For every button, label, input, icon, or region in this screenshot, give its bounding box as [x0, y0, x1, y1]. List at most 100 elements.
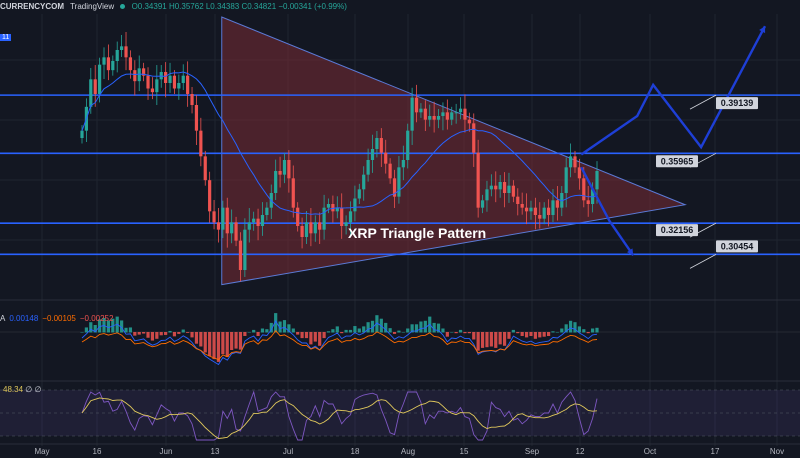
candle-body: [458, 108, 463, 113]
candle-body: [313, 222, 317, 234]
candle-body: [573, 156, 577, 168]
macd-histogram-bar: [269, 322, 273, 333]
candle-body: [164, 72, 168, 83]
macd-histogram-bar: [155, 332, 159, 339]
candle-body: [212, 211, 216, 223]
macd-histogram-bar: [423, 320, 427, 333]
macd-histogram-bar: [472, 332, 476, 340]
candle-body: [120, 46, 124, 50]
macd-histogram-bar: [586, 332, 590, 334]
macd-histogram-bar: [568, 320, 573, 333]
candle-body: [577, 167, 581, 179]
macd-histogram-bar: [80, 332, 84, 333]
macd-histogram-bar: [124, 327, 128, 333]
candle-body: [146, 75, 150, 89]
candle-body: [274, 171, 278, 193]
candle-body: [80, 130, 84, 138]
macd-histogram-bar: [340, 332, 344, 334]
candle-body: [362, 174, 366, 190]
candle-body: [208, 180, 212, 212]
macd-histogram-bar: [260, 328, 265, 333]
macd-histogram-bar: [551, 331, 555, 333]
macd-histogram-bar: [247, 332, 251, 333]
macd-value-1: 0.00148: [9, 314, 39, 323]
level-leader-line: [689, 253, 717, 269]
x-tick-label: Nov: [770, 447, 784, 456]
interval-badge[interactable]: 11: [0, 34, 12, 41]
macd-value-2: −0.00105: [42, 314, 76, 323]
candle-body: [348, 211, 353, 223]
x-tick-label: May: [34, 447, 49, 456]
platform-name: TradingView: [70, 2, 115, 11]
candle-body: [296, 207, 300, 226]
level-label: 0.32156: [661, 225, 694, 235]
candle-body: [414, 97, 419, 113]
macd-histogram-bar: [375, 315, 379, 333]
macd-histogram-bar: [489, 332, 493, 347]
triangle-pattern: [221, 16, 687, 286]
macd-histogram-bar: [164, 332, 168, 335]
macd-histogram-bar: [458, 329, 463, 333]
macd-histogram-bar: [84, 327, 89, 333]
x-tick-label: 18: [351, 447, 360, 456]
x-tick-label: Sep: [525, 447, 540, 456]
macd-histogram-bar: [414, 324, 419, 333]
macd-histogram-bar: [353, 326, 357, 333]
macd-histogram-bar: [172, 332, 177, 337]
macd-histogram-bar: [186, 332, 190, 333]
candle-body: [366, 160, 370, 175]
moving-average-line: [81, 71, 598, 215]
candle-body: [326, 204, 331, 208]
projection-up-path: [580, 25, 767, 156]
macd-histogram-bar: [406, 328, 410, 333]
candle-body: [555, 200, 559, 208]
candle-body: [489, 185, 493, 190]
macd-histogram-bar: [436, 323, 441, 333]
macd-histogram-bar: [498, 332, 502, 345]
macd-legend-label: A: [0, 314, 6, 323]
candle-body: [225, 207, 229, 234]
macd-histogram-bar: [199, 332, 203, 347]
macd-histogram-bar: [397, 330, 401, 333]
macd-histogram-bar: [520, 332, 524, 336]
candle-body: [252, 218, 256, 223]
macd-histogram-bar: [335, 326, 339, 333]
status-dot-icon: [120, 4, 126, 10]
macd-histogram-bar: [432, 322, 436, 333]
macd-histogram-bar: [392, 332, 397, 334]
level-label: 0.35965: [661, 156, 694, 166]
macd-histogram-bar: [98, 319, 102, 333]
candle-body: [357, 189, 361, 199]
macd-histogram-bar: [194, 332, 199, 344]
candle-body: [322, 207, 326, 230]
candle-body: [463, 108, 467, 120]
candle-body: [102, 57, 106, 65]
level-label-box: [716, 97, 758, 110]
candle-body: [568, 156, 573, 168]
macd-histogram-bar: [524, 332, 529, 338]
macd-histogram-bar: [485, 332, 489, 348]
macd-histogram-bar: [357, 328, 361, 333]
macd-histogram-bar: [252, 329, 256, 333]
macd-histogram-bar: [142, 332, 146, 334]
candle-body: [282, 160, 287, 175]
candle-body: [168, 75, 172, 83]
candle-body: [384, 152, 388, 164]
level-label-box: [656, 155, 698, 168]
candle-body: [498, 182, 502, 190]
macd-histogram-bar: [93, 325, 97, 333]
candle-body: [485, 189, 489, 201]
projection-up-path-arrowhead: [759, 26, 766, 34]
macd-histogram-bar: [177, 332, 181, 334]
candle-body: [546, 207, 551, 215]
candle-body: [454, 112, 458, 114]
level-label: 0.30454: [721, 241, 754, 251]
macd-histogram-bar: [480, 332, 485, 348]
macd-histogram-bar: [181, 329, 185, 333]
macd-histogram-bar: [573, 322, 577, 333]
macd-histogram-bar: [208, 332, 212, 356]
macd-histogram-bar: [296, 332, 300, 335]
candle-body: [106, 57, 111, 71]
candle-body: [542, 207, 546, 219]
